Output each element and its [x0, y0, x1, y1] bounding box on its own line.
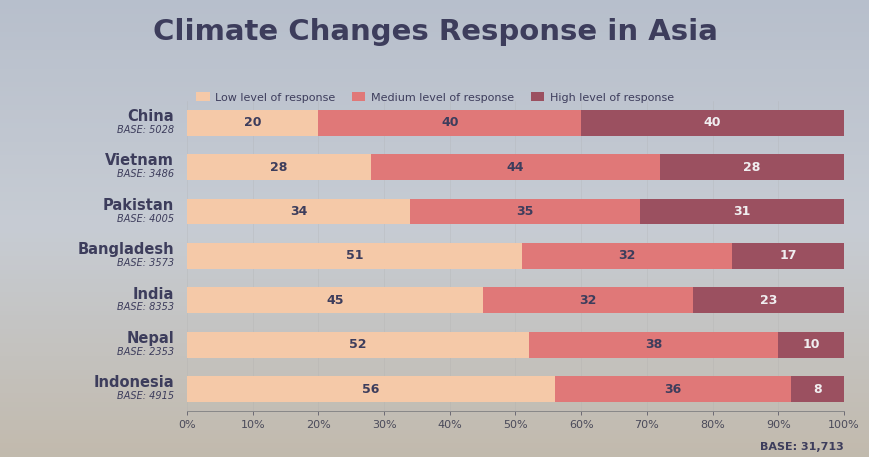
Text: BASE: 8353: BASE: 8353	[116, 303, 174, 313]
Bar	[187, 154, 370, 180]
Text: 31: 31	[733, 205, 750, 218]
Text: 20: 20	[243, 116, 262, 129]
Bar	[187, 376, 554, 402]
Bar	[187, 243, 521, 269]
Text: 36: 36	[664, 383, 681, 396]
Text: 44: 44	[506, 160, 524, 174]
Text: BASE: 4915: BASE: 4915	[116, 391, 174, 401]
Text: Bangladesh: Bangladesh	[77, 242, 174, 257]
Text: 10: 10	[801, 338, 819, 351]
Bar	[187, 199, 410, 224]
Bar	[660, 154, 843, 180]
Text: BASE: 3573: BASE: 3573	[116, 258, 174, 268]
Text: 32: 32	[618, 250, 635, 262]
Text: Climate Changes Response in Asia: Climate Changes Response in Asia	[152, 18, 717, 46]
Bar	[732, 243, 843, 269]
Bar	[778, 332, 843, 357]
Text: 35: 35	[516, 205, 534, 218]
Text: India: India	[132, 287, 174, 302]
Text: 56: 56	[362, 383, 379, 396]
Text: 8: 8	[813, 383, 821, 396]
Bar	[187, 332, 528, 357]
Text: Indonesia: Indonesia	[93, 375, 174, 390]
Bar	[528, 332, 778, 357]
Text: 40: 40	[703, 116, 720, 129]
Legend: Low level of response, Medium level of response, High level of response: Low level of response, Medium level of r…	[191, 88, 678, 107]
Text: BASE: 31,713: BASE: 31,713	[760, 442, 843, 452]
Text: 17: 17	[779, 250, 796, 262]
Bar	[521, 243, 732, 269]
Text: 52: 52	[348, 338, 366, 351]
Bar	[482, 287, 692, 313]
Bar	[187, 110, 318, 136]
Text: BASE: 5028: BASE: 5028	[116, 125, 174, 135]
Bar	[318, 110, 580, 136]
Text: 40: 40	[441, 116, 458, 129]
Text: 28: 28	[270, 160, 288, 174]
Text: 32: 32	[579, 294, 596, 307]
Bar	[791, 376, 843, 402]
Bar	[410, 199, 640, 224]
Text: Pakistan: Pakistan	[103, 198, 174, 213]
Text: 34: 34	[289, 205, 307, 218]
Text: China: China	[127, 109, 174, 124]
Bar	[692, 287, 843, 313]
Text: BASE: 2353: BASE: 2353	[116, 347, 174, 357]
Bar	[580, 110, 843, 136]
Bar	[187, 287, 482, 313]
Bar	[370, 154, 660, 180]
Text: 45: 45	[326, 294, 343, 307]
Bar	[640, 199, 843, 224]
Text: 38: 38	[644, 338, 661, 351]
Text: 23: 23	[759, 294, 776, 307]
Text: Nepal: Nepal	[126, 331, 174, 346]
Bar	[554, 376, 791, 402]
Text: Vietnam: Vietnam	[105, 154, 174, 169]
Text: BASE: 4005: BASE: 4005	[116, 213, 174, 223]
Text: 51: 51	[345, 250, 363, 262]
Text: 28: 28	[742, 160, 760, 174]
Text: BASE: 3486: BASE: 3486	[116, 169, 174, 179]
